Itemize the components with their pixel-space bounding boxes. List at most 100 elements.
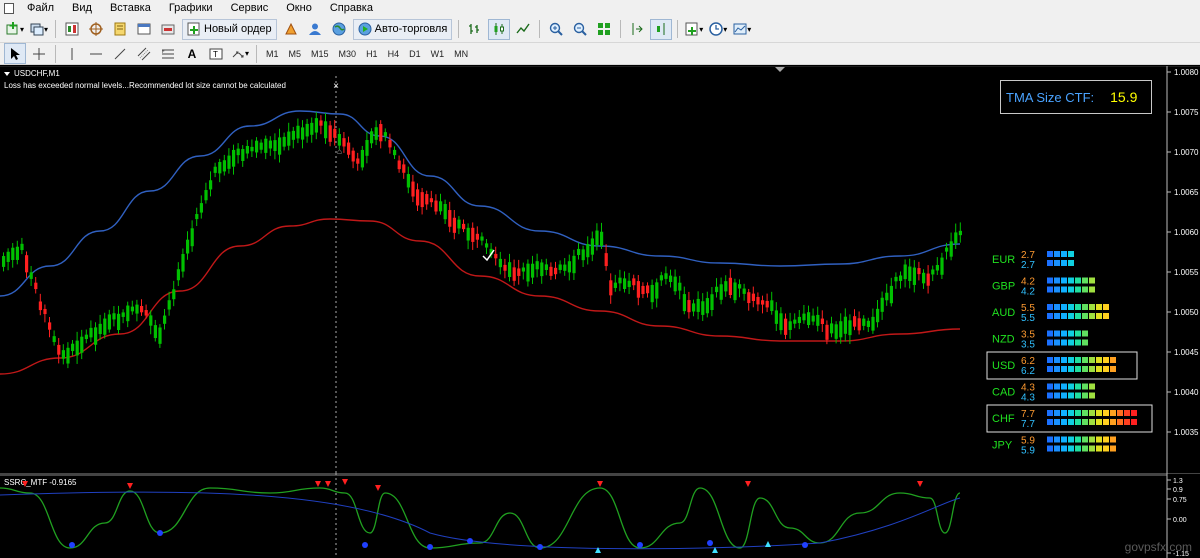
strength-block	[1047, 260, 1053, 266]
candle-body	[567, 261, 571, 273]
strategy-tester-button[interactable]	[157, 19, 179, 40]
candle-body	[466, 227, 470, 241]
candle-body	[475, 233, 479, 240]
profiles-button[interactable]: ▾	[28, 19, 50, 40]
tma-bands	[0, 110, 961, 375]
autotrading-button[interactable]: Авто-торговля	[352, 18, 453, 40]
strength-block	[1089, 304, 1095, 310]
strength-block	[1082, 286, 1088, 293]
sell-arrow-icon	[745, 481, 751, 487]
menu-charts[interactable]: Графики	[168, 2, 213, 14]
new-order-button[interactable]: Новый ордер	[182, 18, 277, 40]
candle-body	[172, 289, 176, 300]
candle-body	[337, 134, 341, 146]
templates-button[interactable]: ▾	[731, 19, 753, 40]
navigator-button[interactable]	[109, 19, 131, 40]
currency-strength-value-1: 3.5	[1021, 330, 1035, 341]
new-chart-button[interactable]: ▾	[4, 19, 26, 40]
menu-window[interactable]: Окно	[286, 2, 312, 14]
trendline-button[interactable]	[109, 43, 131, 64]
candle-body	[503, 264, 507, 271]
tile-windows-button[interactable]	[593, 19, 615, 40]
candle-body	[756, 296, 760, 305]
bar-chart-button[interactable]	[464, 19, 486, 40]
candle-body	[89, 327, 93, 338]
candle-body	[922, 272, 926, 284]
data-window-button[interactable]	[85, 19, 107, 40]
timeframe-w1-button[interactable]: W1	[430, 48, 445, 59]
chart-window-icon[interactable]	[4, 2, 14, 14]
chart-shift-button[interactable]	[650, 18, 673, 40]
text-label-button[interactable]: T	[205, 43, 227, 64]
chart-window[interactable]: × USDCHF,M1 Loss has exceeded normal lev…	[0, 66, 1200, 558]
candle-body	[57, 344, 61, 355]
equidistant-channel-button[interactable]	[133, 43, 155, 64]
candle-body	[117, 313, 121, 330]
candle-body	[885, 292, 889, 301]
auto-scroll-icon	[632, 23, 644, 35]
candle-body	[899, 275, 903, 281]
candle-body	[305, 123, 309, 137]
cursor-button[interactable]	[4, 43, 26, 64]
strength-block	[1110, 419, 1116, 425]
candle-body	[701, 301, 705, 315]
crosshair-button[interactable]	[28, 43, 50, 64]
user-icon	[308, 23, 321, 35]
menu-tools[interactable]: Сервис	[230, 2, 269, 14]
candle-body	[935, 265, 939, 271]
fibonacci-button[interactable]: F	[157, 43, 179, 64]
strength-block	[1047, 383, 1053, 390]
navigator-icon	[114, 22, 126, 36]
auto-scroll-button[interactable]	[626, 19, 648, 40]
candle-body	[255, 140, 259, 153]
timeframe-mn-button[interactable]: MN	[454, 48, 469, 59]
timeframe-m30-button[interactable]: M30	[338, 48, 357, 59]
price-chart[interactable]: × USDCHF,M1 Loss has exceeded normal lev…	[0, 66, 1200, 473]
timeframe-m15-button[interactable]: M15	[311, 48, 329, 59]
market-button[interactable]	[328, 19, 350, 40]
strategy-tester-icon	[161, 24, 175, 35]
menu-file[interactable]: Файл	[27, 2, 55, 14]
timeframe-m5-button[interactable]: M5	[288, 48, 302, 59]
candle-body	[402, 164, 406, 173]
terminal-button[interactable]	[133, 19, 155, 40]
community-button[interactable]	[304, 19, 326, 40]
line-chart-button[interactable]	[512, 19, 534, 40]
timeframe-m1-button[interactable]: M1	[266, 48, 279, 59]
text-button[interactable]: A	[181, 43, 203, 64]
candle-body	[563, 264, 567, 271]
currency-strength-value-1: 4.2	[1021, 277, 1035, 288]
zoom-out-button[interactable]	[569, 19, 591, 40]
timeframe-h1-button[interactable]: H1	[366, 48, 378, 59]
market-watch-button[interactable]	[61, 19, 83, 40]
new-order-label: Новый ордер	[204, 23, 272, 35]
timeframe-h4-button[interactable]: H4	[387, 48, 400, 59]
vertical-line-button[interactable]	[61, 43, 83, 64]
watermark: govpsfx.com	[1124, 540, 1192, 554]
collapse-triangle-icon[interactable]	[4, 72, 10, 76]
currency-strength-value-2: 6.2	[1021, 366, 1035, 377]
candle-body	[636, 281, 640, 298]
zoom-in-button[interactable]	[545, 19, 567, 40]
strength-block	[1075, 410, 1081, 416]
menu-help[interactable]: Справка	[329, 2, 373, 14]
arrows-button[interactable]: ▾	[229, 43, 251, 64]
horizontal-line-button[interactable]	[85, 43, 107, 64]
ssrc-indicator-window[interactable]: SSRC_MTF -0.9165 1.3 0.9 0.75 0.00 -1.15	[0, 473, 1200, 558]
chart-shift-marker[interactable]	[775, 67, 785, 72]
candle-body	[406, 174, 410, 188]
strength-block	[1061, 304, 1067, 310]
menu-insert[interactable]: Вставка	[109, 2, 151, 14]
currency-strength-value-1: 4.3	[1021, 383, 1035, 394]
candle-body	[135, 304, 139, 314]
menu-view[interactable]: Вид	[72, 2, 92, 14]
candle-body	[600, 231, 604, 246]
candle-body	[236, 148, 240, 156]
metaeditor-button[interactable]	[280, 19, 302, 40]
candle-body	[296, 125, 300, 139]
timeframe-d1-button[interactable]: D1	[409, 48, 421, 59]
candle-body	[540, 262, 544, 277]
candlestick-chart-button[interactable]	[488, 18, 511, 40]
indicators-button[interactable]: ▾	[683, 19, 705, 40]
periods-button[interactable]: ▾	[707, 19, 729, 40]
